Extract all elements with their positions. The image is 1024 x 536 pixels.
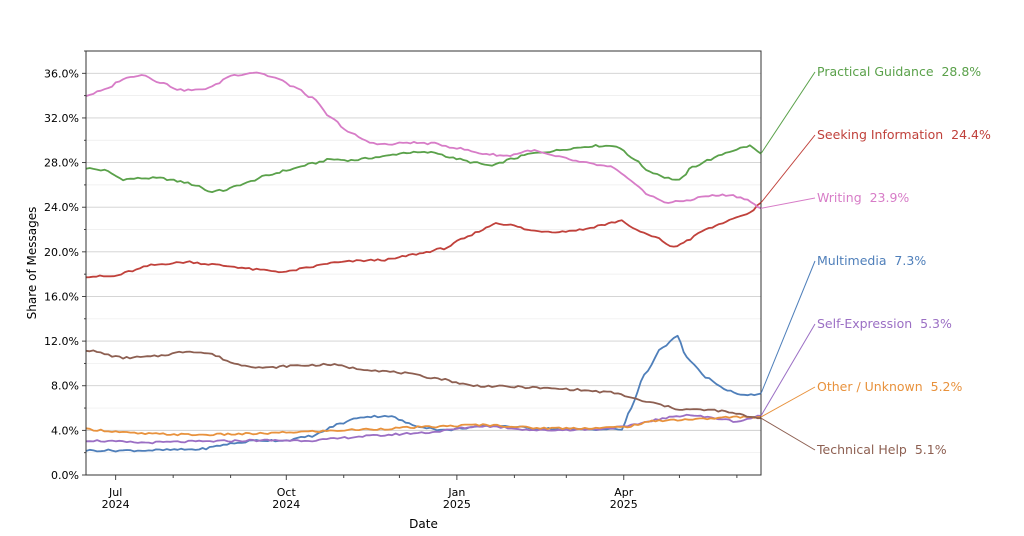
series-leader-line <box>760 417 816 451</box>
grid-lines <box>86 50 761 476</box>
x-tick-year-label: 2024 <box>272 498 300 511</box>
series-leader-line <box>760 197 816 209</box>
y-tick-label: 20.0% <box>44 246 79 259</box>
series-line-other-unknown <box>85 415 761 437</box>
x-tick-year-label: 2025 <box>443 498 471 511</box>
series-label: Other / Unknown 5.2% <box>817 379 963 394</box>
series-lines <box>85 71 762 453</box>
series-line-seeking-information <box>85 201 762 279</box>
series-label: Practical Guidance 28.8% <box>817 64 981 79</box>
series-leader-line <box>760 71 816 154</box>
x-tick-label: Jan <box>447 486 465 499</box>
y-tick-label: 36.0% <box>44 67 79 80</box>
series-line-practical-guidance <box>85 144 762 193</box>
x-tick-label: Apr <box>614 486 634 499</box>
y-tick-label: 24.0% <box>44 201 79 214</box>
x-tick-year-label: 2025 <box>610 498 638 511</box>
y-tick-label: 32.0% <box>44 112 79 125</box>
axes: 0.0% 4.0% 8.0% 12.0% 16.0% 20.0% 24.0% 28.0% 32.… <box>44 50 738 511</box>
x-axis-title: Date <box>409 517 438 531</box>
series-line-technical-help <box>85 349 762 420</box>
y-tick-label: 8.0% <box>51 380 79 393</box>
series-label: Technical Help 5.1% <box>816 442 947 457</box>
plot-frame <box>85 50 762 476</box>
y-tick-label: 28.0% <box>44 157 79 170</box>
y-tick-label: 0.0% <box>51 469 79 482</box>
series-line-self-expression <box>85 413 762 445</box>
y-tick-label: 12.0% <box>44 335 79 348</box>
x-tick-label: Oct <box>277 486 297 499</box>
x-tick-label: Jul <box>108 486 122 499</box>
y-tick-label: 16.0% <box>44 290 79 303</box>
series-leader-line <box>760 323 816 417</box>
x-tick-year-label: 2024 <box>102 498 130 511</box>
series-line-multimedia <box>85 334 762 453</box>
series-label: Self-Expression 5.3% <box>817 316 952 331</box>
series-leader-line <box>760 386 816 418</box>
series-leader-line <box>760 134 816 204</box>
y-tick-label: 4.0% <box>51 424 79 437</box>
series-line-writing <box>85 71 762 210</box>
series-leader-line <box>760 260 816 394</box>
y-axis-title: Share of Messages <box>25 207 39 320</box>
series-label: Multimedia 7.3% <box>817 253 926 268</box>
series-label: Writing 23.9% <box>817 190 909 205</box>
series-labels: Practical Guidance 28.8% Seeking Informat… <box>760 64 991 457</box>
series-label: Seeking Information 24.4% <box>817 127 991 142</box>
